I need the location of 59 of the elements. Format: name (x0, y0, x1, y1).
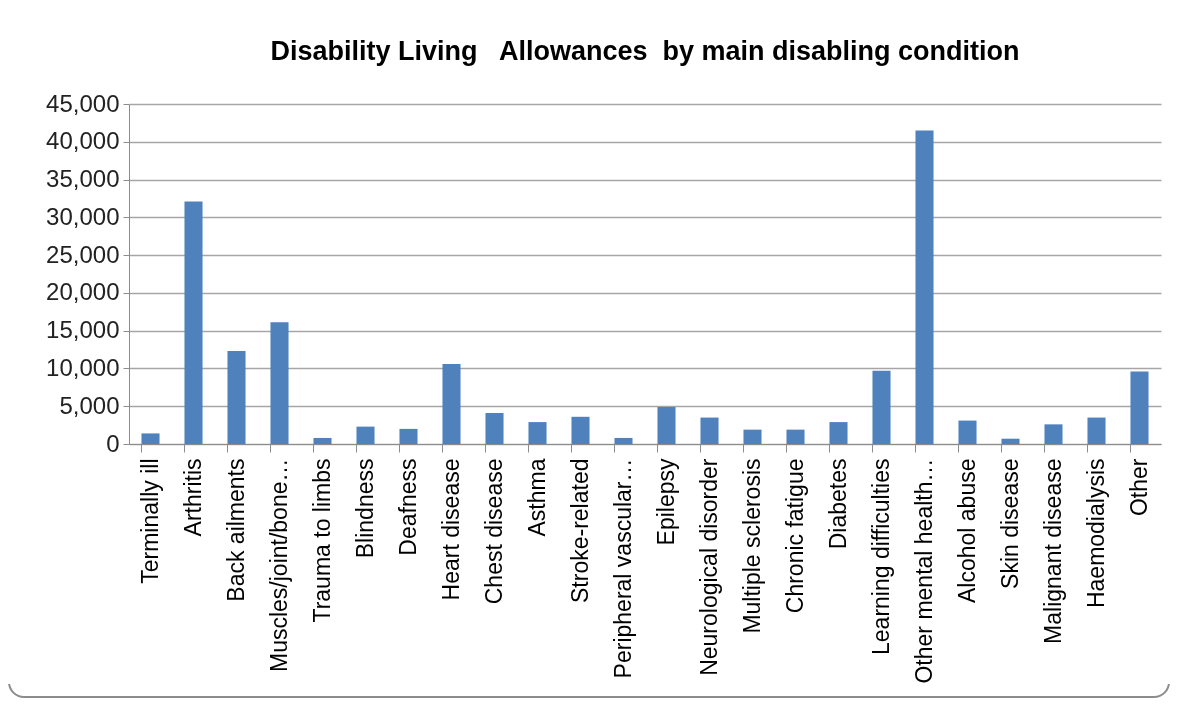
x-tick-label: Multiple sclerosis (738, 458, 765, 634)
y-tick-label: 15,000 (46, 316, 120, 344)
x-tick-label: Blindness (351, 458, 378, 559)
bar (958, 420, 977, 444)
y-tick-label: 10,000 (46, 353, 120, 381)
x-tick-label: Peripheral vascular… (609, 458, 636, 679)
x-tick-label: Chest disease (480, 458, 507, 605)
bar (915, 130, 934, 444)
bar (614, 437, 633, 444)
bar (571, 416, 590, 444)
x-tick-label: Skin disease (996, 458, 1023, 589)
x-tick-label: Alcohol abuse (953, 458, 980, 603)
x-tick-label: Heart disease (437, 458, 464, 601)
bar (743, 429, 762, 444)
x-tick-label: Other (1125, 458, 1152, 517)
x-tick-label: Learning difficulties (867, 458, 894, 655)
x-tick-label: Asthma (523, 458, 550, 537)
x-tick-label: Malignant disease (1039, 458, 1066, 644)
x-tick-label: Other mental health… (910, 458, 937, 684)
x-tick-label: Terminally ill (136, 458, 163, 584)
y-tick-label: 25,000 (46, 240, 120, 268)
bar (485, 413, 504, 444)
bar (442, 363, 461, 444)
x-tick-label: Back ailments (222, 458, 249, 602)
bar (184, 201, 203, 444)
x-tick-label: Stroke-related (566, 458, 593, 603)
x-tick-label: Muscles/joint/bone… (265, 458, 292, 672)
bar (141, 433, 160, 444)
bar (1087, 417, 1106, 444)
bar (1044, 424, 1063, 444)
bar (872, 370, 891, 444)
bar (227, 351, 246, 444)
bar (1130, 371, 1149, 444)
bar (657, 406, 676, 444)
y-tick-label: 30,000 (46, 202, 120, 230)
y-tick-label: 0 (106, 429, 120, 457)
bar (356, 426, 375, 444)
x-tick-label: Deafness (394, 458, 421, 556)
x-tick-label: Neurological disorder (695, 458, 722, 676)
bar (786, 429, 805, 444)
y-tick-label: 35,000 (46, 165, 120, 193)
x-tick-label: Epilepsy (652, 458, 679, 546)
bar (829, 422, 848, 444)
bar (270, 322, 289, 444)
bar (700, 417, 719, 444)
x-tick-label: Diabetes (824, 458, 851, 550)
y-tick-label: 45,000 (46, 89, 120, 117)
bar (313, 437, 332, 444)
y-tick-label: 40,000 (46, 127, 120, 155)
chart-title: Disability Living Allowances by main disabling condition (270, 36, 1020, 66)
x-tick-label: Chronic fatigue (781, 458, 808, 614)
bar (1001, 438, 1020, 444)
y-tick-label: 20,000 (46, 278, 120, 306)
y-tick-label: 5,000 (59, 391, 120, 419)
bar (528, 422, 547, 444)
x-tick-label: Arthritis (179, 458, 206, 537)
bar (399, 428, 418, 444)
x-tick-label: Trauma to limbs (308, 458, 335, 623)
x-tick-label: Haemodialysis (1082, 458, 1109, 609)
